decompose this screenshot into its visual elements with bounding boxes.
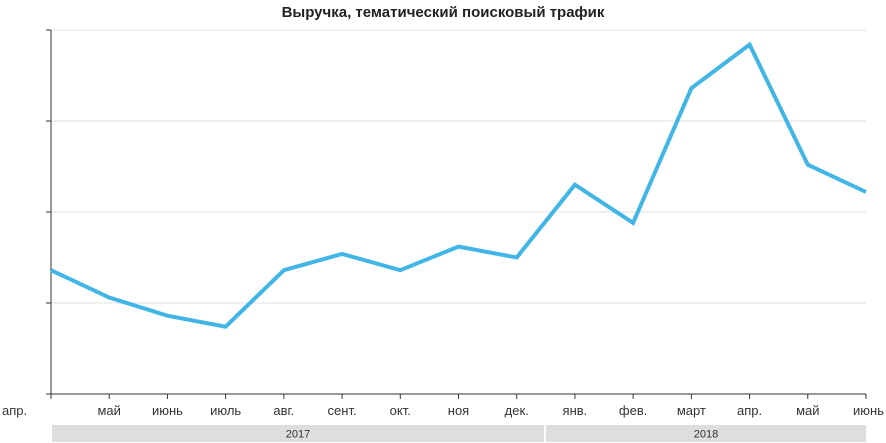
x-tick-label: апр. — [2, 403, 27, 418]
chart-title: Выручка, тематический поисковый трафик — [282, 4, 605, 21]
x-tick-label: июнь — [853, 403, 884, 418]
year-label: 2017 — [286, 429, 310, 441]
x-axis-labels: апр. май июнь июль авг. сент. окт. ноя дек. янв. ф… — [2, 403, 884, 418]
year-band — [546, 425, 866, 442]
x-tick-label: ноя — [448, 403, 469, 418]
x-tick-label: окт. — [390, 403, 411, 418]
x-tick-label: апр. — [737, 403, 762, 418]
year-label: 2018 — [694, 429, 718, 441]
x-tick-label: март — [677, 403, 706, 418]
x-tick-label: июль — [210, 403, 241, 418]
x-tick-label: май — [796, 403, 819, 418]
series-layer — [50, 41, 867, 329]
gridlines — [51, 29, 866, 304]
x-axis-ticks — [50, 394, 867, 399]
x-tick-label: сент. — [328, 403, 357, 418]
x-tick-label: янв. — [563, 403, 588, 418]
x-tick-label: май — [97, 403, 120, 418]
year-bands: 2017 2018 — [52, 425, 866, 442]
series-line — [50, 41, 867, 329]
year-band — [52, 425, 544, 442]
x-tick-label: авг. — [273, 403, 294, 418]
x-tick-label: июнь — [152, 403, 183, 418]
x-tick-label: фев. — [619, 403, 647, 418]
x-tick-label: дек. — [505, 403, 529, 418]
